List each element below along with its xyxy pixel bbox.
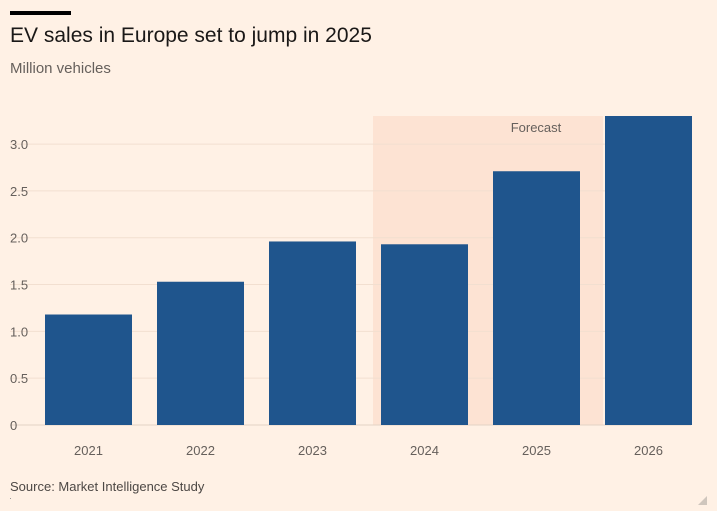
forecast-label: Forecast [511, 120, 562, 135]
bar-2022 [157, 281, 244, 425]
bar-chart: 0 0.5 1.0 1.5 2.0 2.5 3.0 2021 2022 2023 2024 2025… [10, 116, 692, 458]
x-tick-label: 2021 [74, 443, 103, 458]
y-tick-label: 1.0 [10, 324, 28, 339]
bar-2023 [269, 241, 356, 425]
footer-dot [10, 498, 11, 499]
y-tick-label: 2.0 [10, 231, 28, 246]
bar-2026 [605, 116, 692, 425]
bar-2024 [381, 244, 468, 425]
chart-subtitle: Million vehicles [10, 60, 111, 77]
x-tick-label: 2024 [410, 443, 439, 458]
x-tick-label: 2022 [186, 443, 215, 458]
x-tick-label: 2026 [634, 443, 663, 458]
y-tick-label: 0 [10, 418, 17, 433]
x-tick-label: 2025 [522, 443, 551, 458]
y-tick-label: 3.0 [10, 137, 28, 152]
bar-2025 [493, 171, 580, 425]
y-tick-label: 2.5 [10, 184, 28, 199]
resize-handle-icon [698, 496, 707, 505]
chart-title: EV sales in Europe set to jump in 2025 [10, 24, 372, 47]
brand-bar [10, 11, 71, 15]
source-note: Source: Market Intelligence Study [10, 479, 205, 494]
x-tick-label: 2023 [298, 443, 327, 458]
y-tick-label: 0.5 [10, 371, 28, 386]
y-tick-label: 1.5 [10, 278, 28, 293]
bar-2021 [45, 314, 132, 425]
